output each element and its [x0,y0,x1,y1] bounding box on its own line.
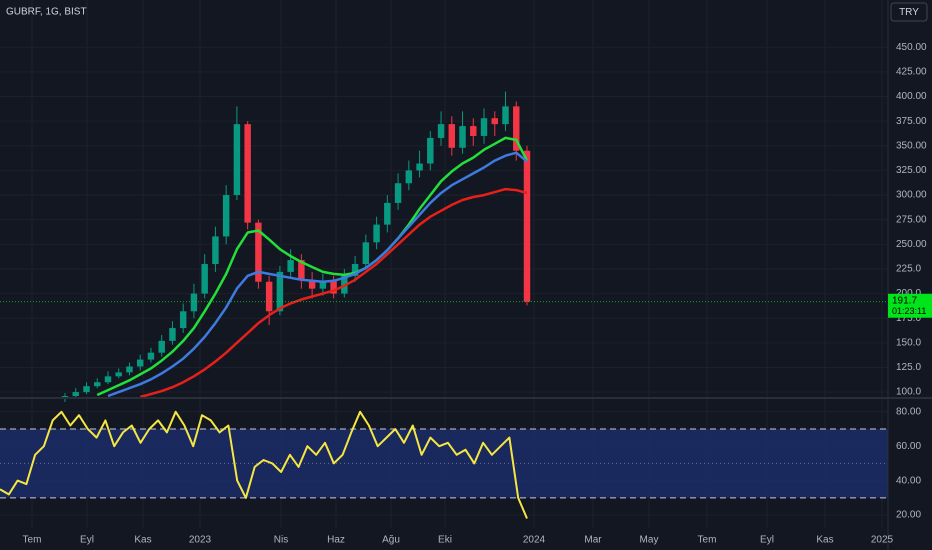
x-tick-label: Eyl [760,535,774,546]
candle-body [104,376,112,383]
candle-body [470,126,477,136]
candle-body [158,340,165,353]
y-tick-label: 225.0 [896,264,921,275]
candle-body [394,183,402,203]
candle-body [136,359,144,367]
candle-body [448,124,456,148]
y-tick-label: 450.00 [896,42,927,53]
candle-body [169,328,176,341]
x-tick-label: Nis [274,535,288,546]
x-tick-label: Tem [698,535,717,546]
candle-body [115,372,122,377]
line-series [0,410,528,519]
candle-body [244,124,251,223]
candle-body [491,118,498,125]
candle-body [190,293,198,312]
candle-body [212,236,219,265]
last-price-tag [888,293,932,318]
x-tick-label: Ağu [382,535,400,546]
candle-body [265,281,273,312]
x-tick-label: Eki [438,535,452,546]
y-tick-label: 80.00 [896,406,921,417]
candle-body [201,264,208,294]
y-tick-label: 20.00 [896,510,921,521]
candle-body [276,271,284,312]
y-tick-label: 150.0 [896,337,921,348]
candle-body [126,366,133,373]
line-series [107,151,528,398]
x-tick-label: 2023 [189,535,212,546]
line-series [139,187,528,399]
candle-body [459,126,466,148]
plot [0,91,888,519]
y-tick-label: 275.00 [896,214,927,225]
candle-body [147,352,155,360]
x-tick-label: Kas [816,535,833,546]
candle-body [373,224,380,243]
candle-body [255,222,262,282]
candle-body [330,280,337,294]
y-tick-label: 300.00 [896,190,927,201]
candle-body [405,170,413,184]
last-price-label: 191.7 [892,295,917,306]
x-tick-label: 2024 [523,535,546,546]
y-tick-label: 175.0 [896,313,921,324]
candle-body [298,260,305,280]
candle-body [513,106,520,151]
x-tick-label: May [640,535,659,546]
y-tick-label: 60.00 [896,441,921,452]
x-tick-label: 2025 [871,535,894,546]
y-tick-label: 375.00 [896,116,927,127]
candle-body [83,386,90,393]
candle-body [222,195,230,237]
y-tick-label: 350.00 [896,140,927,151]
currency-button-label[interactable]: TRY [899,7,919,18]
candle-body [94,382,101,387]
candle-body [480,118,488,136]
y-tick-label: 325.00 [896,165,927,176]
candle-body [416,163,423,171]
candle-body [233,124,241,196]
y-tick-label: 400.00 [896,91,927,102]
candle-body [523,150,531,302]
y-tick-label: 425.00 [896,67,927,78]
x-tick-label: Eyl [80,535,94,546]
candle-body [351,264,359,276]
x-tick-label: Haz [327,535,345,546]
currency-button[interactable] [890,2,928,22]
candle-body [287,260,294,272]
candle-body [427,137,434,164]
candle-body [72,392,79,397]
x-tick-label: Mar [584,535,602,546]
x-tick-label: Kas [134,535,151,546]
x-tick-label: Tem [23,535,42,546]
line-series [96,136,529,397]
candle-body [362,242,370,265]
candle-body [308,279,316,289]
y-tick-label: 100.0 [896,387,921,398]
candle-body [384,202,391,225]
y-tick-label: 40.00 [896,475,921,486]
candle-body [179,311,187,329]
y-tick-label: 200.0 [896,288,921,299]
candle-body [319,280,327,289]
y-tick-label: 250.00 [896,239,927,250]
countdown-label: 01:23:11 [892,306,926,316]
candle-body [437,124,445,138]
symbol-label: GUBRF, 1G, BIST [6,7,87,18]
candle-body [502,106,509,125]
y-tick-label: 125.0 [896,362,921,373]
